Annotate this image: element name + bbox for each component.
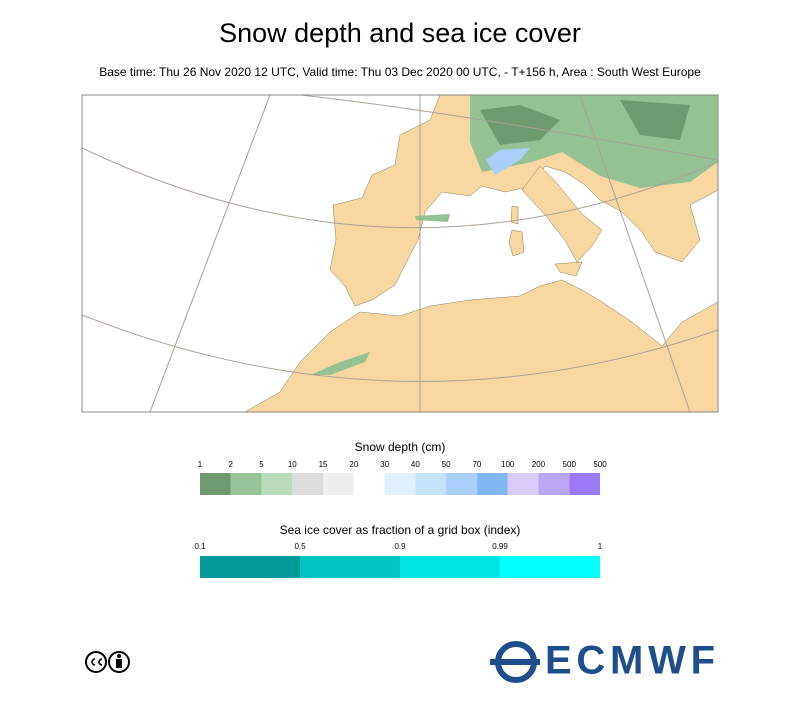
legend-swatch [353, 473, 385, 495]
legend-swatch [300, 556, 400, 578]
legend-tick-label: 0.99 [492, 542, 508, 551]
graticule [82, 95, 718, 412]
legend-tick-label: 10 [288, 460, 297, 469]
legend-swatch [507, 473, 539, 495]
legend-title: Snow depth (cm) [355, 440, 446, 454]
by-head [117, 654, 121, 658]
legend-swatch [400, 556, 500, 578]
logo-text: ECMWF [545, 639, 715, 683]
legend-tick-label: 1 [598, 542, 603, 551]
land-corsica [510, 205, 519, 225]
subtitle: Base time: Thu 26 Nov 2020 12 UTC, Valid… [99, 65, 701, 79]
snow-blue [486, 148, 530, 175]
legend-swatch [292, 473, 324, 495]
snow-deep [480, 105, 560, 145]
snow-pyrenees [415, 214, 450, 222]
legend-swatch [261, 473, 293, 495]
cc-letters [91, 658, 103, 666]
legend-tick-label: 500 [563, 460, 577, 469]
legend-swatch [569, 473, 600, 495]
legend-swatch [323, 473, 354, 495]
land-sardinia [508, 229, 525, 257]
legend-tick-label: 30 [380, 460, 389, 469]
logo-bar [490, 659, 540, 665]
legend-swatch [538, 473, 570, 495]
ecmwf-logo: ECMWF [490, 639, 715, 683]
by-body [116, 659, 122, 668]
legend-tick-label: 40 [411, 460, 420, 469]
land-sicily [554, 261, 583, 277]
legend-swatch [200, 556, 300, 578]
land-italy [521, 165, 603, 263]
legend-tick-label: 500 [593, 460, 607, 469]
map-frame [81, 94, 719, 413]
legend-tick-label: 2 [229, 460, 234, 469]
cc-icon [85, 651, 107, 673]
legend-tick-label: 0.9 [394, 542, 406, 551]
legend-tick-label: 50 [442, 460, 451, 469]
legend-swatch [446, 473, 477, 495]
legend-tick-label: 20 [349, 460, 358, 469]
legend-tick-label: 0.1 [194, 542, 206, 551]
snow-atlas [310, 352, 370, 375]
legend-tick-label: 200 [532, 460, 546, 469]
legend-swatch [415, 473, 447, 495]
legend-tick-label: 1 [198, 460, 203, 469]
land-africa [244, 279, 718, 412]
legend-swatch [200, 473, 231, 495]
legend-swatch [500, 556, 600, 578]
legend-tick-label: 15 [319, 460, 328, 469]
snow-deep-2 [620, 100, 690, 140]
legend-swatch [384, 473, 416, 495]
legend-tick-label: 5 [259, 460, 264, 469]
legend-swatch [230, 473, 262, 495]
legend-title: Sea ice cover as fraction of a grid box … [280, 523, 521, 537]
legend-tick-label: 100 [501, 460, 515, 469]
legend-tick-label: 0.5 [294, 542, 306, 551]
legend-swatch [476, 473, 508, 495]
map [81, 94, 719, 413]
title: Snow depth and sea ice cover [219, 18, 581, 48]
legend-tick-label: 70 [472, 460, 481, 469]
